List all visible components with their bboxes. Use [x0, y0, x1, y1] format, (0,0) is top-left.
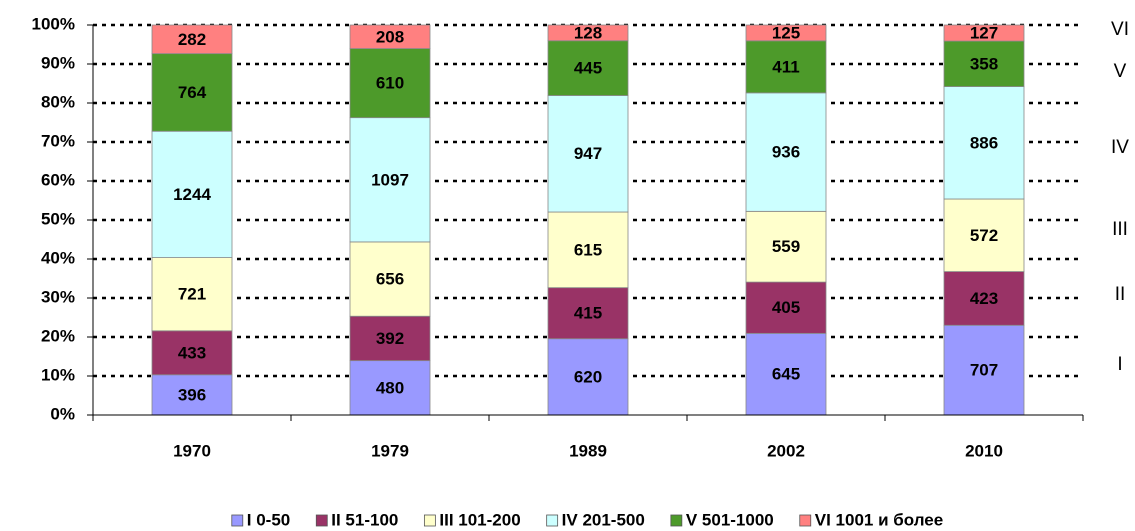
y-tick-label: 0%: [50, 404, 75, 423]
data-label: 208: [376, 27, 404, 46]
x-tick-label: 2010: [965, 441, 1003, 460]
x-tick-label: 2002: [767, 441, 805, 460]
bar-segment: [349, 360, 431, 416]
legend-label: I 0-50: [247, 510, 290, 529]
y-tick-label: 50%: [41, 209, 75, 228]
data-label: 125: [772, 23, 800, 42]
data-label: 423: [970, 289, 998, 308]
bar-segment: [547, 40, 629, 96]
data-label: 282: [178, 30, 206, 49]
x-tick-label: 1970: [173, 441, 211, 460]
annotation: II: [1115, 284, 1126, 305]
bar-segment: [745, 281, 827, 334]
bar-segment: [943, 271, 1025, 326]
annotation: III: [1112, 219, 1128, 240]
data-label: 358: [970, 54, 998, 73]
bar-segment: [547, 287, 629, 340]
data-label: 1244: [173, 185, 211, 204]
data-label: 572: [970, 226, 998, 245]
data-label: 392: [376, 329, 404, 348]
legend-label: III 101-200: [439, 510, 520, 529]
data-label: 886: [970, 133, 998, 152]
data-label: 445: [574, 59, 602, 78]
bar-segment: [745, 210, 827, 283]
bar-segment: [547, 95, 629, 213]
data-label: 480: [376, 378, 404, 397]
data-label: 610: [376, 74, 404, 93]
data-label: 433: [178, 343, 206, 362]
annotation: VI: [1111, 19, 1129, 40]
legend-swatch: [315, 514, 328, 527]
bar-segment: [349, 24, 431, 49]
bar-segment: [745, 92, 827, 212]
data-label: 936: [772, 143, 800, 162]
annotation: IV: [1111, 137, 1129, 158]
bar-segment: [943, 40, 1025, 87]
bar-segment: [349, 48, 431, 119]
x-tick-label: 1979: [371, 441, 409, 460]
legend-swatch: [799, 514, 812, 527]
legend-label: V 501-1000: [686, 510, 774, 529]
data-label: 764: [178, 83, 207, 102]
legend-label: II 51-100: [331, 510, 398, 529]
data-label: 615: [574, 240, 602, 259]
y-tick-label: 40%: [41, 248, 75, 267]
data-label: 415: [574, 304, 602, 323]
y-tick-label: 10%: [41, 365, 75, 384]
legend-label: VI 1001 и более: [815, 510, 943, 529]
annotation: V: [1114, 61, 1127, 82]
bar-segment: [151, 24, 233, 55]
y-tick-label: 60%: [41, 170, 75, 189]
y-tick-label: 80%: [41, 92, 75, 111]
bar-segment: [547, 24, 629, 42]
data-label: 128: [574, 23, 602, 42]
annotation: I: [1117, 354, 1122, 375]
data-label: 620: [574, 367, 602, 386]
data-label: 656: [376, 270, 404, 289]
legend-swatch: [546, 514, 559, 527]
bar-segment: [547, 338, 629, 416]
legend-swatch: [670, 514, 683, 527]
bar-segment: [943, 86, 1025, 200]
bar-segment: [349, 117, 431, 243]
data-label: 127: [970, 24, 998, 43]
bar-segment: [745, 24, 827, 42]
y-tick-label: 100%: [32, 14, 75, 33]
bar-segment: [943, 198, 1025, 272]
legend-swatch: [231, 514, 244, 527]
data-label: 405: [772, 298, 800, 317]
data-label: 947: [574, 144, 602, 163]
bar-segment: [349, 315, 431, 362]
data-label: 707: [970, 361, 998, 380]
legend-label: IV 201-500: [562, 510, 645, 529]
bar-segment: [745, 332, 827, 416]
y-tick-label: 30%: [41, 287, 75, 306]
y-tick-label: 70%: [41, 131, 75, 150]
data-label: 1097: [371, 170, 409, 189]
bar-segment: [943, 324, 1025, 416]
data-label: 559: [772, 237, 800, 256]
bar-segment: [547, 211, 629, 289]
data-label: 396: [178, 385, 206, 404]
legend-swatch: [423, 514, 436, 527]
y-tick-label: 20%: [41, 326, 75, 345]
bar-segment: [151, 257, 233, 332]
bar-segment: [151, 130, 233, 258]
data-label: 645: [772, 365, 800, 384]
bar-segment: [151, 330, 233, 376]
data-label: 721: [178, 285, 206, 304]
data-label: 411: [772, 57, 799, 76]
bar-segment: [943, 24, 1025, 42]
bar-segment: [745, 40, 827, 94]
x-tick-label: 1989: [569, 441, 607, 460]
y-tick-label: 90%: [41, 53, 75, 72]
